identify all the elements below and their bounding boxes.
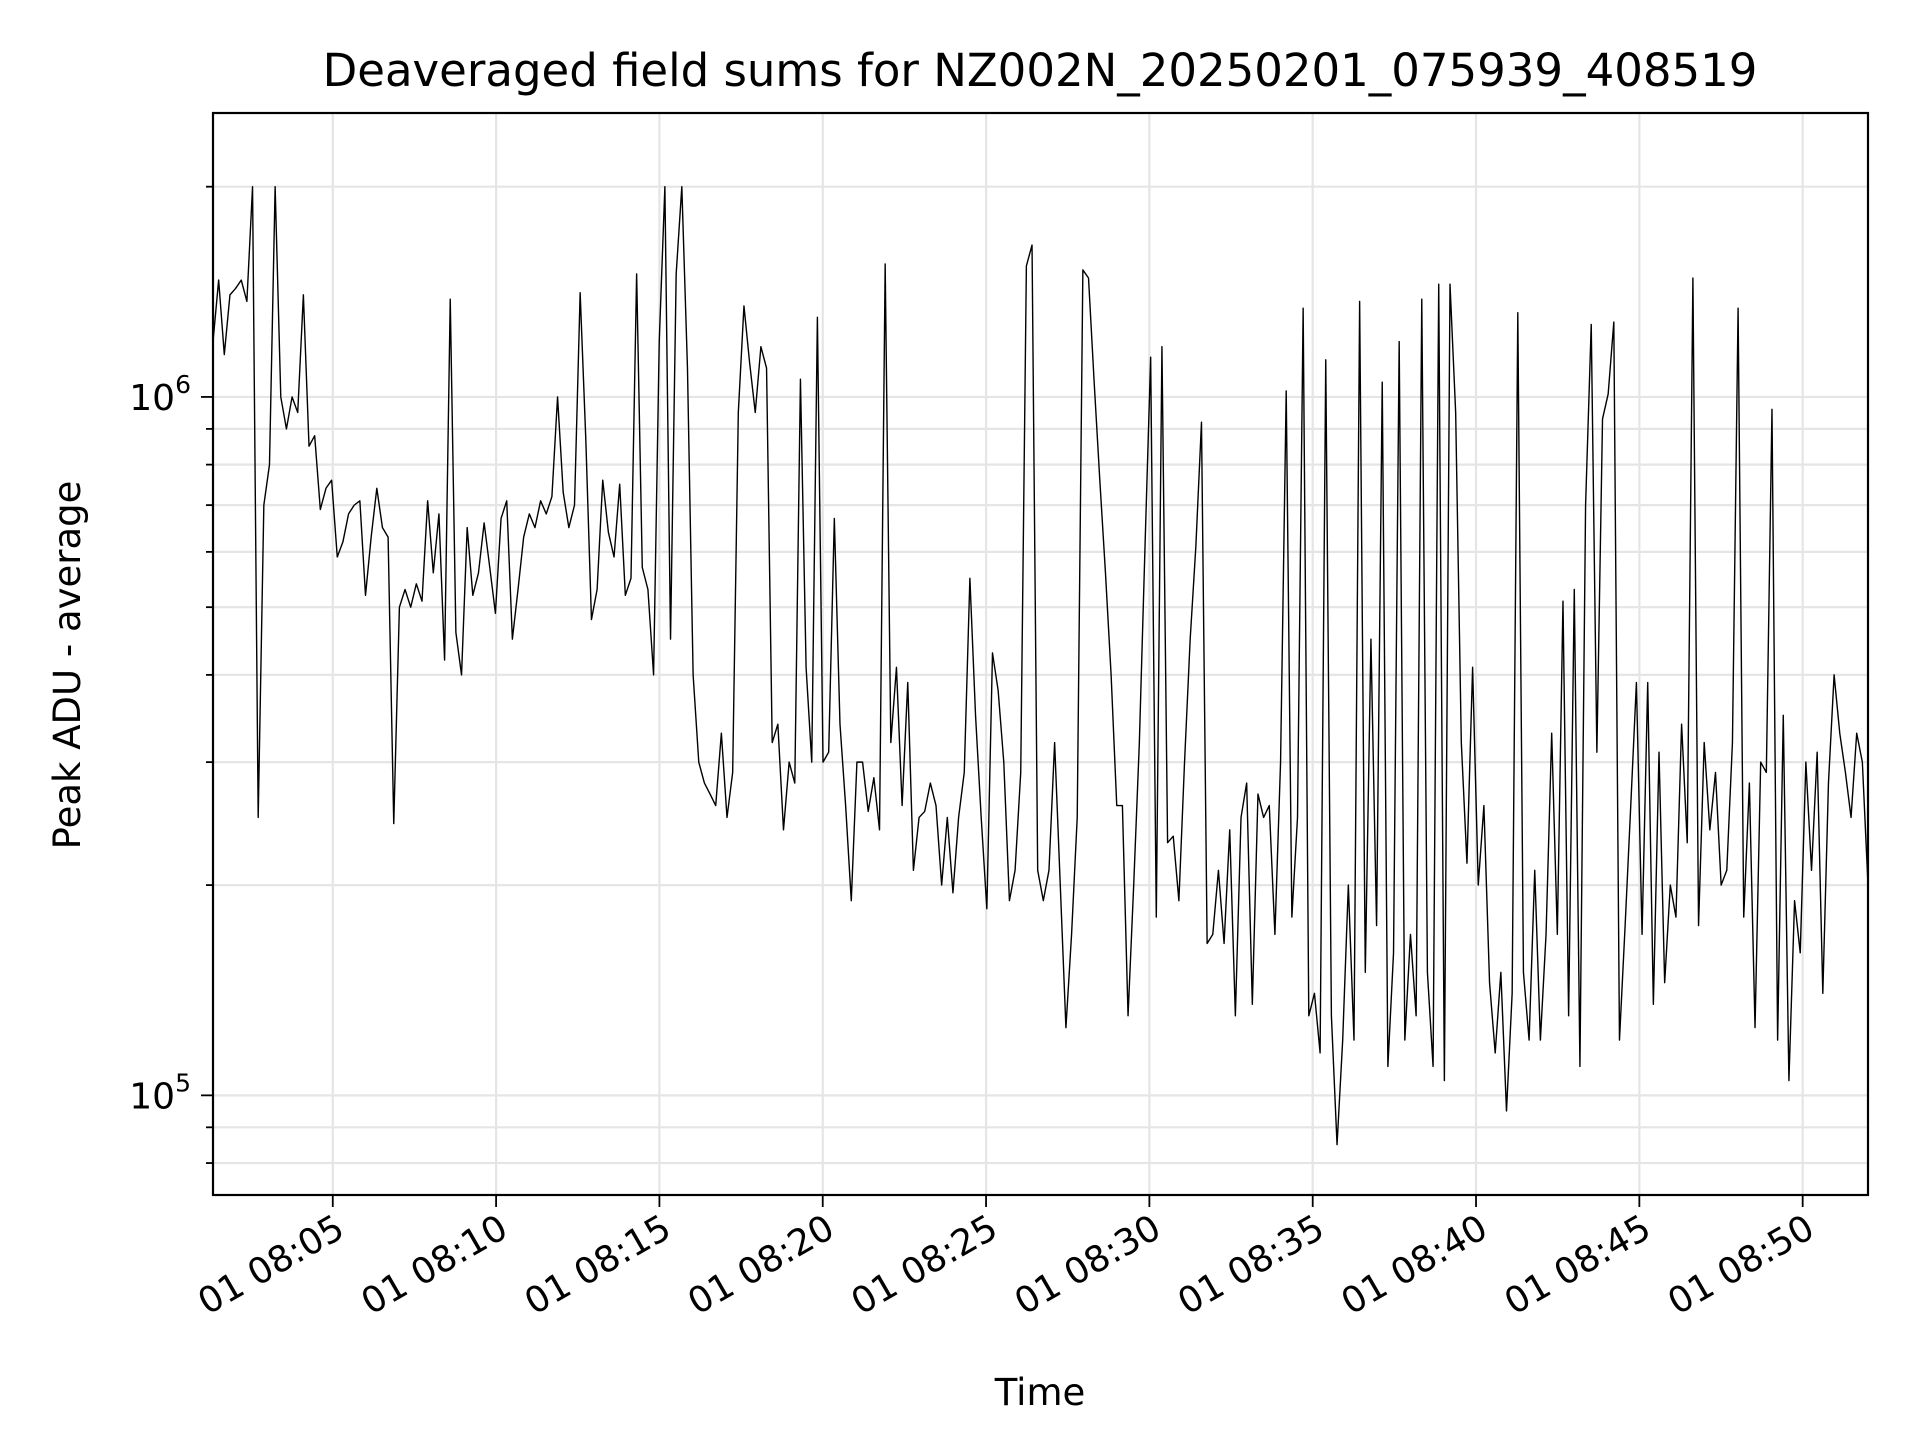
y-tick-label: 105	[129, 1068, 191, 1117]
plot-frame	[211, 111, 1870, 1197]
y-tick-label: 106	[129, 370, 191, 419]
ticks	[201, 185, 1804, 1207]
series-layer	[212, 185, 1869, 1146]
x-axis-label: Time	[994, 1371, 1086, 1414]
grid	[213, 113, 1868, 1195]
series-line	[212, 185, 1869, 1146]
y-axis-label: Peak ADU - average	[46, 481, 89, 850]
chart-title: Deaveraged field sums for NZ002N_2025020…	[323, 44, 1758, 97]
